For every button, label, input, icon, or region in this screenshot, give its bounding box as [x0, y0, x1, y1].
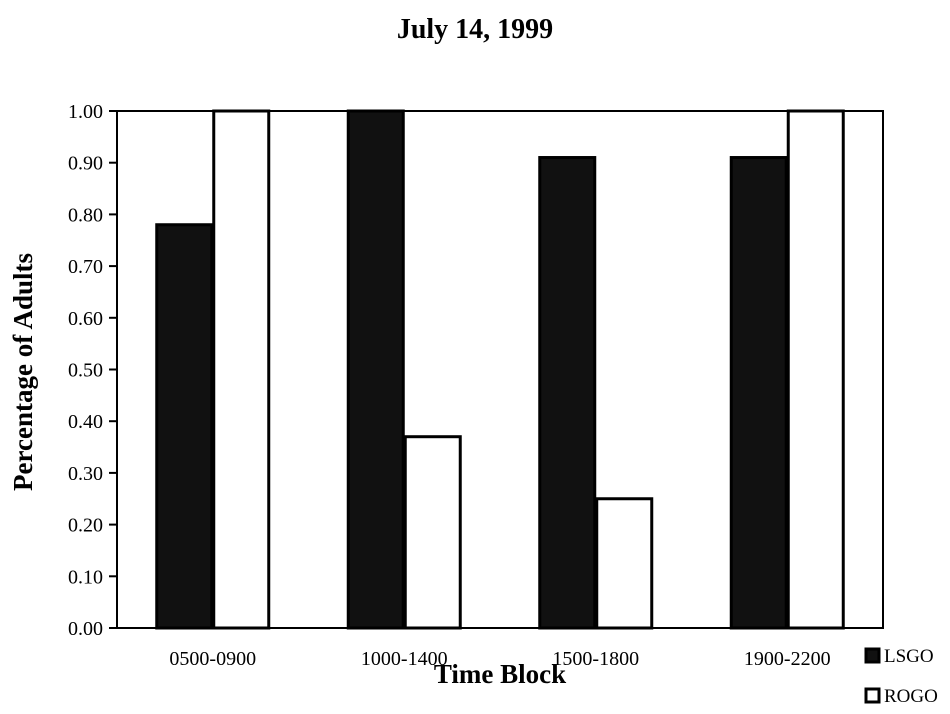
- plot-area: 0.00 0.10 0.20 0.30 0.40 0.50 0.60 0.70 0.80 0.90…: [68, 101, 884, 670]
- bar-rogo-1900-2200: [786, 109, 845, 630]
- y-tick-label: 0.90: [68, 153, 103, 175]
- x-tick-label: 1000-1400: [361, 648, 448, 670]
- y-tick-label: 0.50: [68, 360, 103, 382]
- y-tick-label: 0.20: [68, 515, 103, 537]
- legend-swatch-rogo: [864, 687, 881, 704]
- y-tick-label: 0.40: [68, 411, 103, 433]
- x-axis-title: Time Block: [434, 659, 566, 689]
- y-tick-label: 1.00: [68, 101, 103, 123]
- bar-lsgo-1000-1400: [346, 109, 405, 630]
- y-tick-label: 0.00: [68, 618, 103, 640]
- bar-lsgo-1500-1800: [538, 156, 597, 630]
- legend: LSGO ROGO: [864, 646, 938, 707]
- x-tick-label: 1900-2200: [744, 648, 831, 670]
- bar-rogo-1500-1800: [595, 497, 654, 630]
- legend-label-lsgo: LSGO: [884, 646, 934, 667]
- x-tick-label: 1500-1800: [552, 648, 639, 670]
- legend-swatch-lsgo: [864, 647, 881, 664]
- bar-rogo-0500-0900: [212, 109, 271, 630]
- x-tick-label: 0500-0900: [169, 648, 256, 670]
- y-tick-label: 0.70: [68, 256, 103, 278]
- y-tick-label: 0.30: [68, 463, 103, 485]
- bar-rogo-1000-1400: [403, 435, 462, 630]
- bar-lsgo-0500-0900: [155, 223, 214, 630]
- y-tick-label: 0.60: [68, 308, 103, 330]
- y-tick-label: 0.80: [68, 204, 103, 226]
- chart-title: July 14, 1999: [397, 14, 553, 45]
- bar-lsgo-1900-2200: [729, 156, 788, 630]
- y-axis-title: Percentage of Adults: [8, 253, 38, 491]
- y-tick-label: 0.10: [68, 566, 103, 588]
- legend-label-rogo: ROGO: [884, 686, 938, 707]
